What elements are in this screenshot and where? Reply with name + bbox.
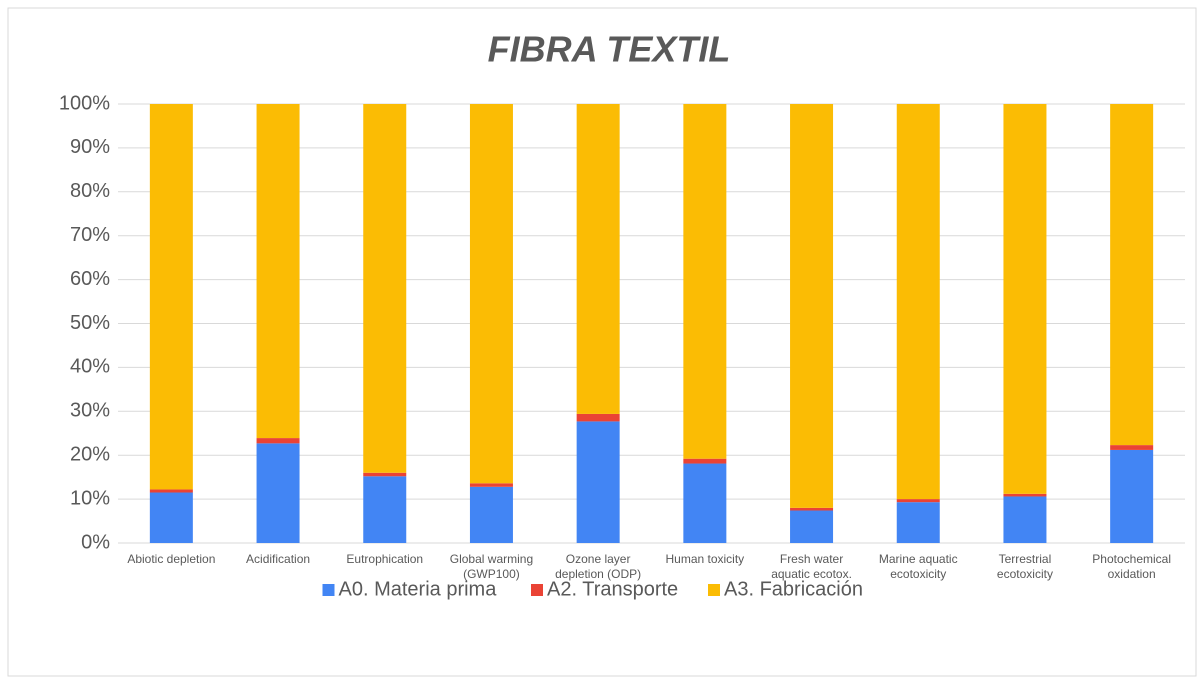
- y-tick-label: 30%: [70, 400, 110, 422]
- y-tick-label: 10%: [70, 487, 110, 509]
- x-tick-label: Fresh water aquatic ecotox.: [771, 552, 852, 581]
- x-tick-label: Ozone layer depletion (ODP): [555, 552, 642, 581]
- bar-segment: [1110, 104, 1154, 446]
- bar-segment: [469, 104, 513, 484]
- bar-segment: [363, 476, 407, 543]
- x-tick-label: Global warming (GWP100): [449, 552, 534, 581]
- x-tick-label: Photochemical oxidation: [1092, 552, 1171, 581]
- bar-segment: [683, 458, 727, 464]
- y-tick-label: 90%: [70, 136, 110, 158]
- bar-segment: [790, 510, 834, 543]
- bar-segment: [469, 483, 513, 487]
- bar-segment: [256, 443, 300, 543]
- y-tick-label: 70%: [70, 224, 110, 246]
- legend-label: A3. Fabricación: [724, 578, 863, 600]
- bar-segment: [576, 104, 620, 414]
- bar-segment: [790, 104, 834, 508]
- bar-segment: [469, 486, 513, 543]
- bar-segment: [1003, 493, 1047, 497]
- x-tick-label: Eutrophication: [346, 552, 424, 566]
- legend-label: A0. Materia prima: [339, 578, 498, 600]
- bar-segment: [683, 463, 727, 543]
- bar-segment: [896, 104, 940, 500]
- bar-segment: [1110, 445, 1154, 450]
- bar-segment: [790, 507, 834, 511]
- bar-segment: [1110, 449, 1154, 543]
- bar-segment: [149, 104, 193, 490]
- bar-segment: [1003, 104, 1047, 494]
- y-tick-label: 20%: [70, 443, 110, 465]
- bar-segment: [896, 499, 940, 503]
- x-tick-label: Acidification: [246, 552, 311, 566]
- legend-swatch: [531, 584, 543, 596]
- y-tick-label: 40%: [70, 356, 110, 378]
- bar-segment: [149, 489, 193, 493]
- bar-segment: [256, 104, 300, 439]
- y-tick-label: 60%: [70, 268, 110, 290]
- chart-title: FIBRA TEXTIL: [488, 29, 731, 70]
- bar-segment: [576, 413, 620, 422]
- y-tick-label: 80%: [70, 180, 110, 202]
- bar-segment: [363, 472, 407, 477]
- bar-segment: [683, 104, 727, 459]
- bar-segment: [896, 502, 940, 543]
- y-tick-label: 50%: [70, 312, 110, 334]
- y-tick-label: 0%: [81, 531, 110, 553]
- legend-swatch: [322, 584, 335, 596]
- x-tick-label: Terrestrial ecotoxicity: [996, 552, 1053, 581]
- x-tick-label: Human toxicity: [665, 552, 745, 566]
- bar-segment: [363, 104, 407, 473]
- bar-segment: [256, 438, 300, 444]
- bar-segment: [1003, 496, 1047, 543]
- legend-label: A2. Transporte: [547, 578, 678, 600]
- bar-segment: [149, 492, 193, 543]
- x-tick-label: Marine aquatic ecotoxicity: [878, 552, 958, 581]
- x-tick-label: Abiotic depletion: [127, 552, 216, 566]
- y-tick-label: 100%: [59, 92, 110, 114]
- bar-segment: [576, 421, 620, 543]
- legend-swatch: [708, 584, 720, 596]
